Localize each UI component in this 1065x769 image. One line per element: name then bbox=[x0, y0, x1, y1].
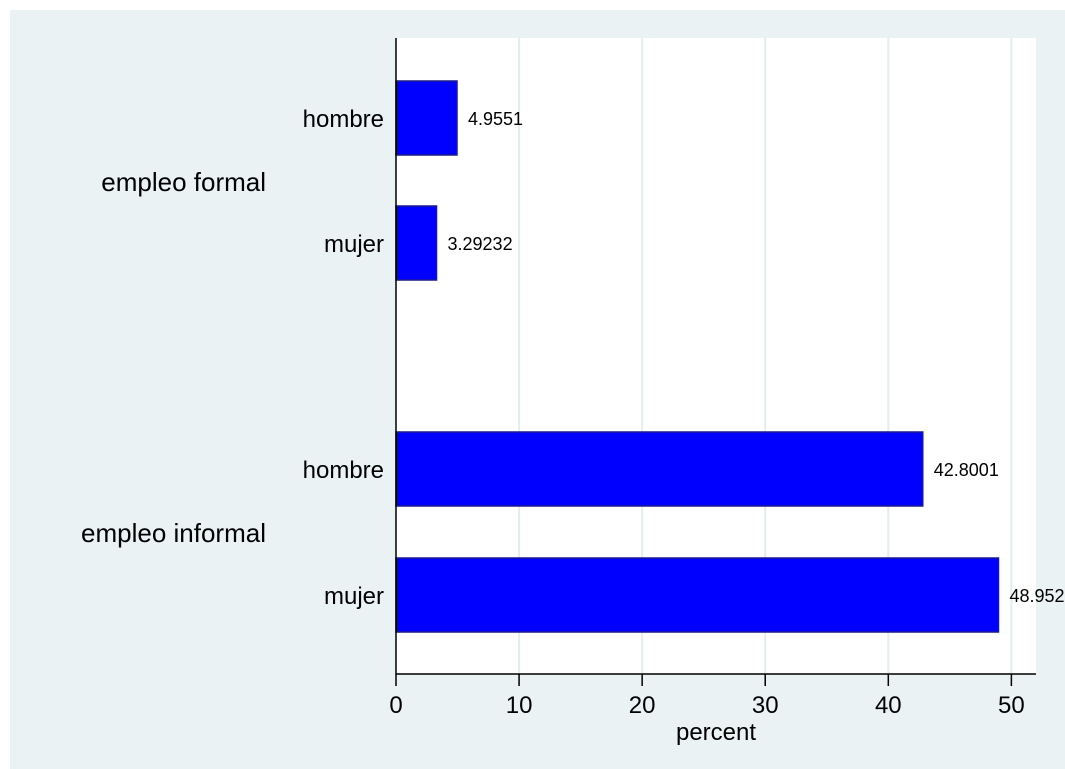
bar bbox=[395, 557, 1000, 633]
bar bbox=[395, 431, 924, 507]
x-tick-label: 10 bbox=[506, 692, 533, 719]
axes: 0 10 20 30 40 50 percent bbox=[389, 38, 1036, 746]
data-label: 4.9551 bbox=[468, 109, 523, 129]
group-label: empleo informal bbox=[81, 518, 266, 548]
bar-category-label: hombre bbox=[303, 106, 384, 133]
x-axis-title: percent bbox=[676, 719, 756, 746]
bar-category-label: mujer bbox=[324, 583, 384, 610]
data-label: 3.29232 bbox=[448, 234, 513, 254]
data-label: 48.952 bbox=[1009, 586, 1064, 606]
bar bbox=[395, 205, 438, 281]
group-label: empleo formal bbox=[101, 167, 266, 197]
x-tick-label: 40 bbox=[875, 692, 902, 719]
bar-category-label: hombre bbox=[303, 457, 384, 484]
x-tick-label: 20 bbox=[629, 692, 656, 719]
x-tick-label: 50 bbox=[998, 692, 1025, 719]
x-tick-label: 0 bbox=[389, 692, 402, 719]
data-label: 42.8001 bbox=[934, 460, 999, 480]
bar-category-label: mujer bbox=[324, 231, 384, 258]
labels: empleo formal hombre 4.9551 mujer 3.29232 emp… bbox=[81, 106, 1065, 610]
x-tick-label: 30 bbox=[752, 692, 779, 719]
bar bbox=[395, 80, 458, 156]
